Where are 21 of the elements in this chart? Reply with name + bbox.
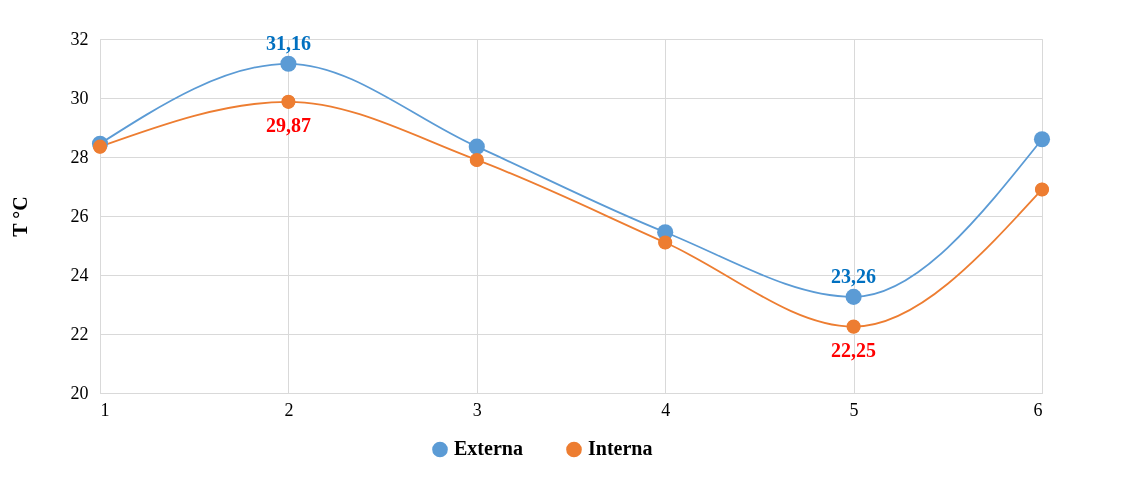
x-tick-label: 3 — [472, 399, 482, 420]
data-label: 23,26 — [831, 264, 877, 287]
x-tick-label: 4 — [661, 399, 671, 420]
y-tick-label: 26 — [70, 205, 89, 226]
y-tick-label: 30 — [70, 87, 89, 108]
y-tick-label: 20 — [70, 382, 89, 403]
x-tick-label: 2 — [284, 399, 294, 420]
x-tick-label: 1 — [100, 399, 110, 420]
legend-label: Externa — [454, 437, 523, 460]
data-label: 29,87 — [265, 113, 311, 136]
data-label: 22,25 — [831, 338, 877, 361]
x-tick-label: 6 — [1033, 399, 1043, 420]
y-tick-label: 32 — [70, 28, 89, 49]
data-label: 31,16 — [265, 31, 311, 54]
x-tick-label: 5 — [849, 399, 859, 420]
y-tick-label: 28 — [70, 146, 89, 167]
y-axis-title: T °C — [8, 196, 31, 237]
y-tick-label: 24 — [70, 264, 89, 285]
point — [846, 319, 861, 334]
legend-label: Interna — [588, 437, 653, 460]
y-tick-label: 22 — [70, 323, 89, 344]
